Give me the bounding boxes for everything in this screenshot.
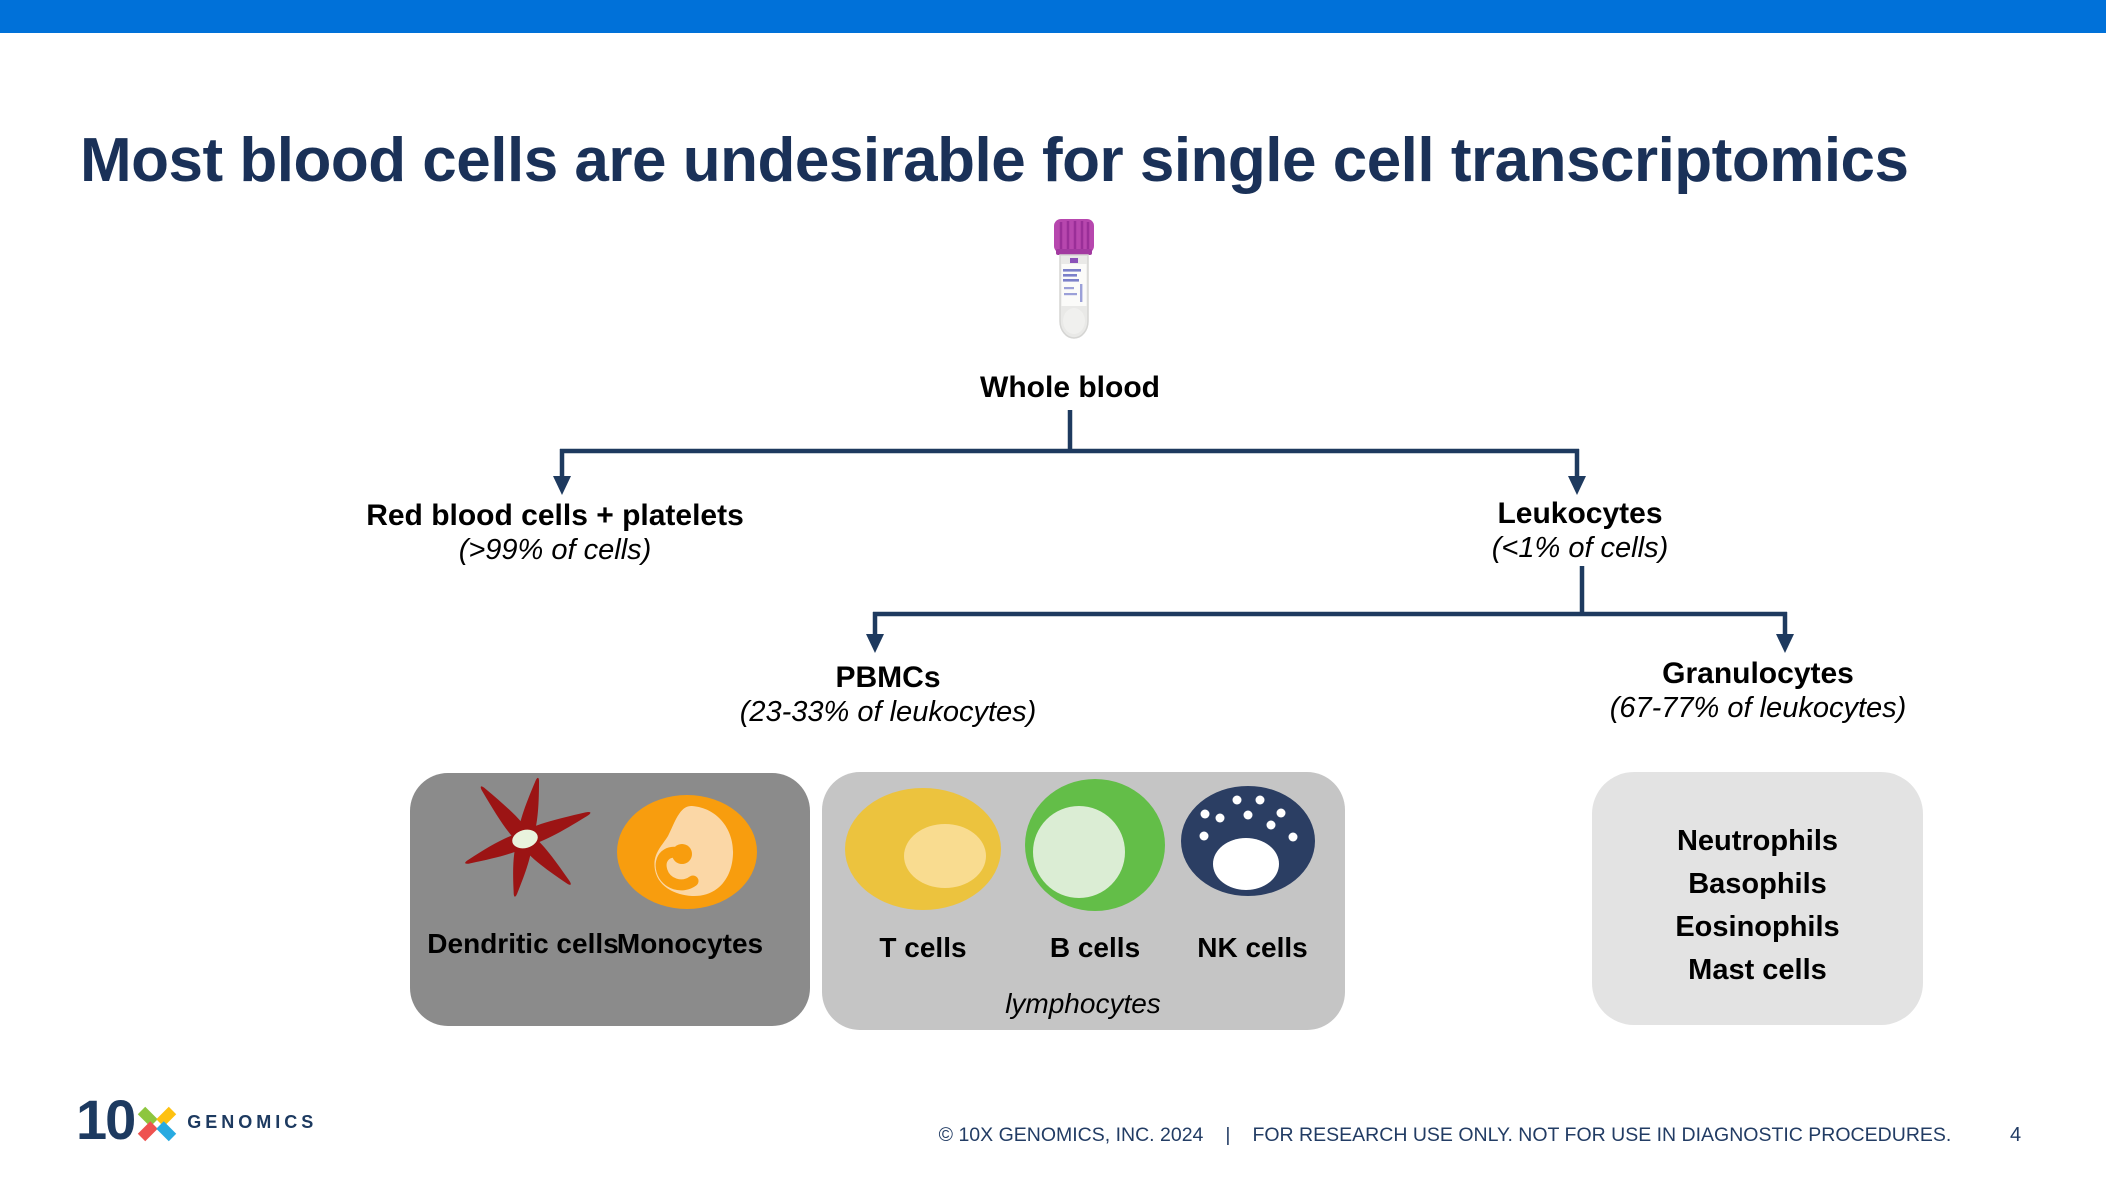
dendritic-cell-icon [465,777,591,897]
blood-tube-icon [1054,219,1094,339]
footer-copyright: © 10X GENOMICS, INC. 2024 [938,1124,1204,1146]
monocyte-icon [617,795,757,909]
node-whole-blood: Whole blood [980,371,1160,404]
t-cell-icon [845,788,1001,910]
lymphocytes-caption: lymphocytes [1005,988,1161,1019]
mononuclear-cells-box [410,773,810,1026]
page-number: 4 [2010,1124,2022,1146]
granulocyte-item: Mast cells [1688,954,1827,986]
node-detail: (<1% of cells) [1491,532,1669,564]
granulocytes-box [1592,772,1923,1025]
dendritic-cells-label: Dendritic cells [427,928,619,959]
logo-wordmark: GENOMICS [187,1111,318,1132]
granulocytes-list: Neutrophils Basophils Eosinophils Mast c… [1592,820,1923,992]
slide-title: Most blood cells are undesirable for sin… [80,125,1909,195]
b-cells-label: B cells [1049,932,1141,963]
monocytes-label: Monocytes [616,928,764,959]
granulocyte-item: Eosinophils [1675,911,1840,943]
footer-notice: FOR RESEARCH USE ONLY. NOT FOR USE IN DI… [1252,1124,1952,1146]
node-pbmcs: PBMCs (23-33% of leukocytes) [688,661,1088,729]
node-label: Leukocytes [1497,497,1663,530]
t-cells-label: T cells [879,932,967,963]
top-accent-bar [0,0,2106,33]
b-cell-icon [1025,779,1165,911]
granulocyte-item: Basophils [1688,868,1827,900]
node-label: Red blood cells + platelets [366,499,744,532]
node-label: PBMCs [835,661,941,694]
nk-cell-icon [1181,786,1315,896]
node-detail: (67-77% of leukocytes) [1609,692,1907,724]
node-label: Granulocytes [1662,657,1854,690]
footer-separator: | [1225,1124,1231,1146]
logo-10-text: 10 [76,1087,136,1151]
company-logo: 10 GENOMICS [76,1088,318,1151]
node-granulocytes: Granulocytes (67-77% of leukocytes) [1558,657,1958,725]
node-red-blood-cells: Red blood cells + platelets (>99% of cel… [330,499,780,567]
granulocyte-item: Neutrophils [1676,825,1839,857]
footer-legal-text: © 10X GENOMICS, INC. 2024 | FOR RESEARCH… [860,1124,2030,1147]
node-detail: (>99% of cells) [458,534,652,566]
node-leukocytes: Leukocytes (<1% of cells) [1430,497,1730,565]
logo-x-icon [138,1106,177,1142]
node-detail: (23-33% of leukocytes) [739,696,1037,728]
nk-cells-label: NK cells [1197,932,1308,963]
